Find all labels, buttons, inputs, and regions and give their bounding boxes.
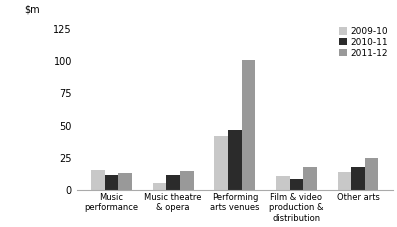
Bar xyxy=(303,167,317,190)
Bar xyxy=(290,179,303,190)
Bar xyxy=(351,167,365,190)
Bar xyxy=(228,130,242,190)
Bar xyxy=(153,183,166,190)
Bar xyxy=(180,171,193,190)
Bar xyxy=(91,170,105,190)
Bar xyxy=(338,172,351,190)
Bar xyxy=(105,175,118,190)
Text: $m: $m xyxy=(24,4,40,14)
Bar xyxy=(242,60,255,190)
Bar xyxy=(214,136,228,190)
Bar xyxy=(118,173,132,190)
Legend: 2009-10, 2010-11, 2011-12: 2009-10, 2010-11, 2011-12 xyxy=(339,27,388,58)
Bar xyxy=(276,176,290,190)
Bar xyxy=(365,158,378,190)
Bar xyxy=(166,175,180,190)
